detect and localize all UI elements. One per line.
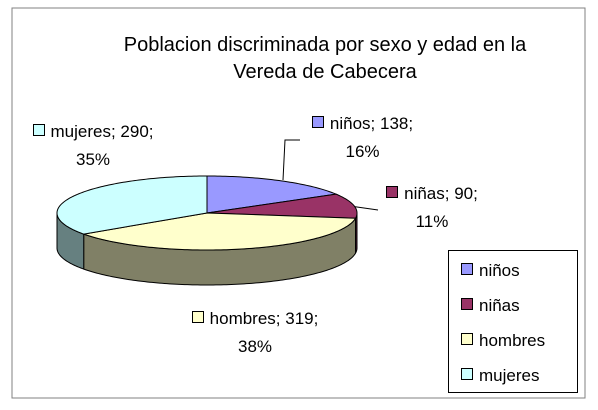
legend-label: hombres <box>479 331 546 350</box>
data-label-text: mujeres; 290; 35% <box>50 122 154 169</box>
data-label: niños; 138; 16% <box>295 110 430 166</box>
legend-entry: niñas <box>461 296 520 316</box>
data-label-text: niñas; 90; 11% <box>404 184 478 231</box>
label-marker <box>311 116 324 128</box>
legend-entry: hombres <box>461 331 545 351</box>
leader-line <box>282 139 300 181</box>
label-marker <box>32 124 45 136</box>
legend-label: niños <box>479 261 520 280</box>
data-label: hombres; 319; 38% <box>180 305 330 361</box>
legend-marker <box>461 368 473 380</box>
legend-marker <box>461 333 473 345</box>
legend-marker <box>461 263 473 275</box>
label-marker <box>386 186 399 198</box>
pie-slice <box>83 212 357 251</box>
pie-slice <box>56 175 208 235</box>
legend-entry: niños <box>461 261 520 281</box>
pie-slice <box>206 175 338 214</box>
chart-title: Poblacion discriminada por sexo y edad e… <box>123 34 527 83</box>
legend: niños niñas hombres mujeres <box>448 250 578 393</box>
data-label: niñas; 90; 11% <box>372 180 492 236</box>
legend-label: mujeres <box>479 366 540 385</box>
pie-slice <box>206 193 358 219</box>
data-label-text: hombres; 319; 38% <box>209 309 319 356</box>
data-label: mujeres; 290; 35% <box>18 118 168 174</box>
legend-label: niñas <box>479 296 520 315</box>
data-label-text: niños; 138; 16% <box>329 114 414 161</box>
legend-entry: mujeres <box>461 366 539 386</box>
legend-marker <box>461 298 473 310</box>
label-marker <box>191 311 204 323</box>
